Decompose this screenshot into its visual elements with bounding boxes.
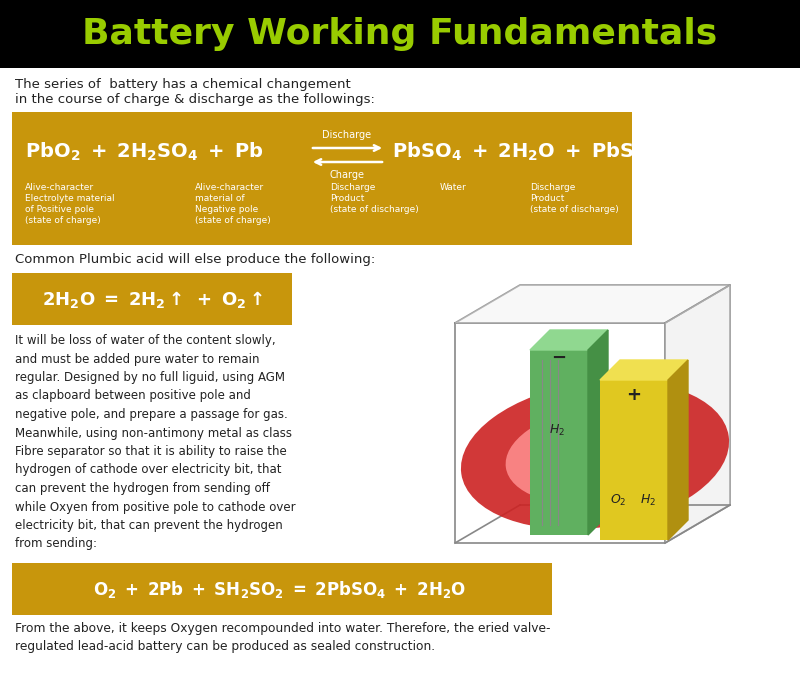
Text: The series of  battery has a chemical changement
in the course of charge & disch: The series of battery has a chemical cha… bbox=[15, 78, 375, 106]
Text: Battery Working Fundamentals: Battery Working Fundamentals bbox=[82, 17, 718, 51]
Text: $\mathbf{O_2\ +\ 2Pb\ +\ SH_2SO_2\ =\ 2PbSO_4\ +\ 2H_2O}$: $\mathbf{O_2\ +\ 2Pb\ +\ SH_2SO_2\ =\ 2P… bbox=[94, 578, 466, 599]
Text: +: + bbox=[626, 386, 642, 404]
Text: Charge: Charge bbox=[330, 170, 365, 180]
Text: Discharge: Discharge bbox=[322, 130, 371, 140]
Text: Water: Water bbox=[440, 183, 466, 192]
Polygon shape bbox=[588, 330, 608, 535]
Text: $\mathbf{PbO_2\ +\ 2H_2SO_4\ +\ Pb}$: $\mathbf{PbO_2\ +\ 2H_2SO_4\ +\ Pb}$ bbox=[25, 141, 263, 163]
Bar bbox=[600, 380, 668, 540]
Text: $\mathbf{PbSO_4\ +\ 2H_2O\ +\ PbSO_4}$: $\mathbf{PbSO_4\ +\ 2H_2O\ +\ PbSO_4}$ bbox=[392, 141, 661, 163]
Bar bbox=[530, 350, 588, 535]
Polygon shape bbox=[600, 360, 688, 380]
Text: It will be loss of water of the content slowly,
and must be added pure water to : It will be loss of water of the content … bbox=[15, 334, 296, 550]
Text: Common Plumbic acid will else produce the following:: Common Plumbic acid will else produce th… bbox=[15, 253, 375, 266]
Polygon shape bbox=[530, 330, 608, 350]
Ellipse shape bbox=[506, 406, 684, 504]
Text: −: − bbox=[551, 349, 566, 367]
Text: Alive-character
Electrolyte material
of Positive pole
(state of charge): Alive-character Electrolyte material of … bbox=[25, 183, 114, 225]
Text: $\mathbf{2H_2O\ =\ 2H_2{\uparrow}\ +\ O_2{\uparrow}}$: $\mathbf{2H_2O\ =\ 2H_2{\uparrow}\ +\ O_… bbox=[42, 288, 262, 309]
Text: Alive-character
material of
Negative pole
(state of charge): Alive-character material of Negative pol… bbox=[195, 183, 270, 225]
Polygon shape bbox=[668, 360, 688, 540]
Bar bbox=[12, 563, 552, 615]
Text: From the above, it keeps Oxygen recompounded into water. Therefore, the eried va: From the above, it keeps Oxygen recompou… bbox=[15, 622, 550, 653]
Polygon shape bbox=[455, 285, 730, 323]
Bar bbox=[12, 112, 632, 245]
Text: $O_2$: $O_2$ bbox=[610, 493, 626, 507]
Ellipse shape bbox=[461, 381, 729, 529]
Text: Discharge
Product
(state of discharge): Discharge Product (state of discharge) bbox=[530, 183, 618, 214]
Text: $H_2$: $H_2$ bbox=[640, 493, 656, 507]
Polygon shape bbox=[665, 285, 730, 543]
Bar bbox=[12, 273, 292, 325]
Text: Discharge
Product
(state of discharge): Discharge Product (state of discharge) bbox=[330, 183, 418, 214]
Text: $H_2$: $H_2$ bbox=[549, 422, 565, 438]
Bar bbox=[0, 0, 800, 68]
